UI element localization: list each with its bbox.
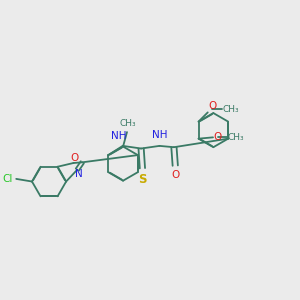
Text: CH₃: CH₃	[222, 105, 239, 114]
Text: S: S	[138, 173, 147, 187]
Text: CH₃: CH₃	[227, 133, 244, 142]
Text: Cl: Cl	[2, 174, 12, 184]
Text: CH₃: CH₃	[120, 119, 136, 128]
Text: O: O	[214, 132, 222, 142]
Text: N: N	[75, 169, 83, 179]
Text: O: O	[70, 153, 78, 163]
Text: O: O	[172, 169, 180, 179]
Text: NH: NH	[152, 130, 167, 140]
Text: O: O	[208, 101, 217, 111]
Text: NH: NH	[111, 131, 127, 141]
